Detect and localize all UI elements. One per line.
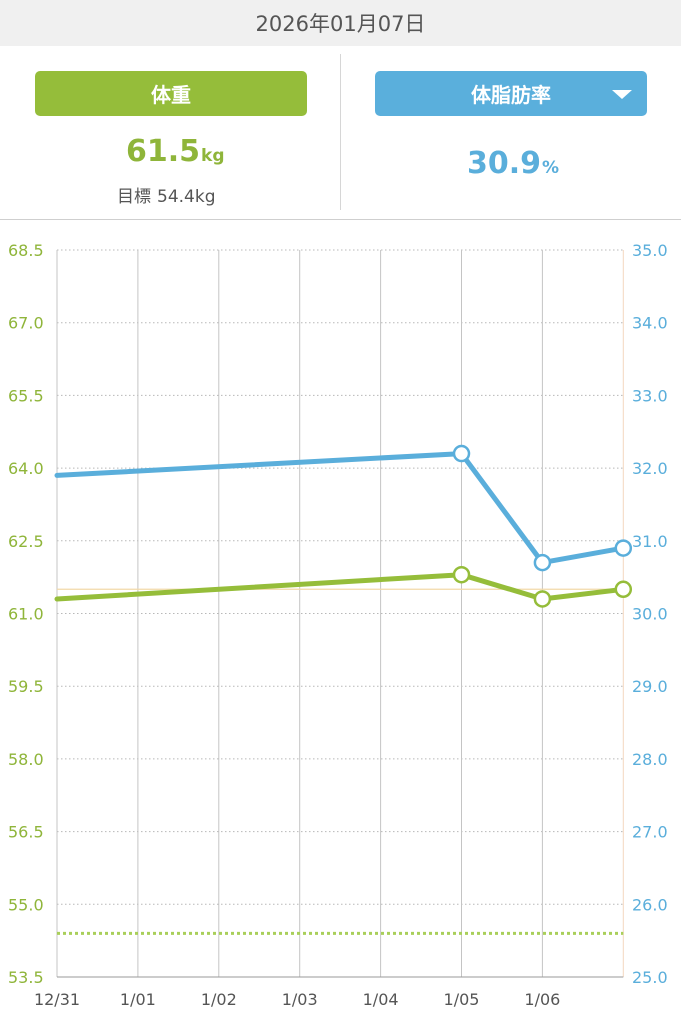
left-axis-tick-label: 64.0: [8, 459, 44, 478]
weight-data-point[interactable]: [452, 565, 471, 584]
right-axis-tick-label: 26.0: [632, 895, 668, 914]
right-axis-tick-label: 30.0: [632, 605, 668, 624]
weight-series-line: [54, 572, 626, 602]
left-axis-tick-label: 56.5: [8, 823, 44, 842]
x-axis-tick-label: 1/05: [444, 990, 480, 1009]
summary-panel: 体重 61.5 kg 目標 54.4kg 体脂肪率 30.9 %: [0, 46, 681, 220]
right-axis-tick-label: 31.0: [632, 532, 668, 551]
weight-unit: kg: [201, 146, 225, 166]
goal-value: 54.4kg: [157, 187, 216, 207]
x-axis-tick-label: 1/02: [201, 990, 237, 1009]
x-axis-tick-label: 1/01: [120, 990, 156, 1009]
weight-tab-label: 体重: [151, 83, 191, 107]
right-axis-tick-label: 27.0: [632, 823, 668, 842]
right-axis-tick-label: 28.0: [632, 750, 668, 769]
x-axis-tick-label: 1/03: [282, 990, 318, 1009]
right-axis-tick-label: 35.0: [632, 241, 668, 260]
left-axis-tick-label: 55.0: [8, 895, 44, 914]
right-axis-tick-label: 32.0: [632, 459, 668, 478]
trend-chart[interactable]: 53.5 55.0 56.5 58.0 59.5 61.0 62.5 64.0 65.5 67.0…: [0, 220, 681, 1024]
fat-data-point[interactable]: [533, 553, 552, 572]
right-axis-tick-label: 29.0: [632, 677, 668, 696]
x-axis-tick-label: 1/04: [363, 990, 399, 1009]
left-axis-tick-label: 61.0: [8, 605, 44, 624]
left-axis-tick-label: 58.0: [8, 750, 44, 769]
weight-data-point[interactable]: [614, 580, 633, 599]
fat-series-line: [54, 451, 626, 566]
body-fat-dropdown-button[interactable]: 体脂肪率: [375, 71, 647, 116]
x-axis-tick-label: 12/31: [34, 990, 80, 1009]
left-axis-tick-label: 62.5: [8, 532, 44, 551]
weight-tab-button[interactable]: 体重: [35, 71, 307, 116]
date-header: 2026年01月07日: [0, 0, 681, 47]
panel-divider: [340, 54, 341, 210]
weight-number: 61.5: [126, 134, 201, 169]
x-axis-tick-label: 1/06: [524, 990, 560, 1009]
right-axis-tick-label: 34.0: [632, 314, 668, 333]
goal-label: 目標: [117, 187, 151, 207]
weight-data-point[interactable]: [533, 590, 552, 608]
left-axis-tick-label: 59.5: [8, 677, 44, 696]
body-fat-tab-label: 体脂肪率: [471, 83, 551, 107]
chart-svg: 53.5 55.0 56.5 58.0 59.5 61.0 62.5 64.0 65.5 67.0…: [8, 241, 668, 1009]
right-axis-tick-label: 25.0: [632, 968, 668, 987]
left-axis-tick-label: 65.5: [8, 386, 44, 405]
fat-data-point[interactable]: [614, 539, 633, 557]
weight-current-value: 61.5 kg: [126, 134, 225, 169]
date-label: 2026年01月07日: [255, 12, 426, 36]
fat-data-point[interactable]: [452, 444, 471, 463]
body-fat-current-value: 30.9 %: [467, 146, 559, 181]
caret-down-icon: [612, 90, 632, 99]
right-axis-tick-label: 33.0: [632, 386, 668, 405]
body-fat-number: 30.9: [467, 146, 542, 181]
body-fat-unit: %: [542, 158, 560, 178]
left-axis-tick-label: 67.0: [8, 314, 44, 333]
left-axis-tick-label: 53.5: [8, 968, 44, 987]
weight-goal: 目標 54.4kg: [117, 182, 216, 207]
left-axis-tick-label: 68.5: [8, 241, 44, 260]
